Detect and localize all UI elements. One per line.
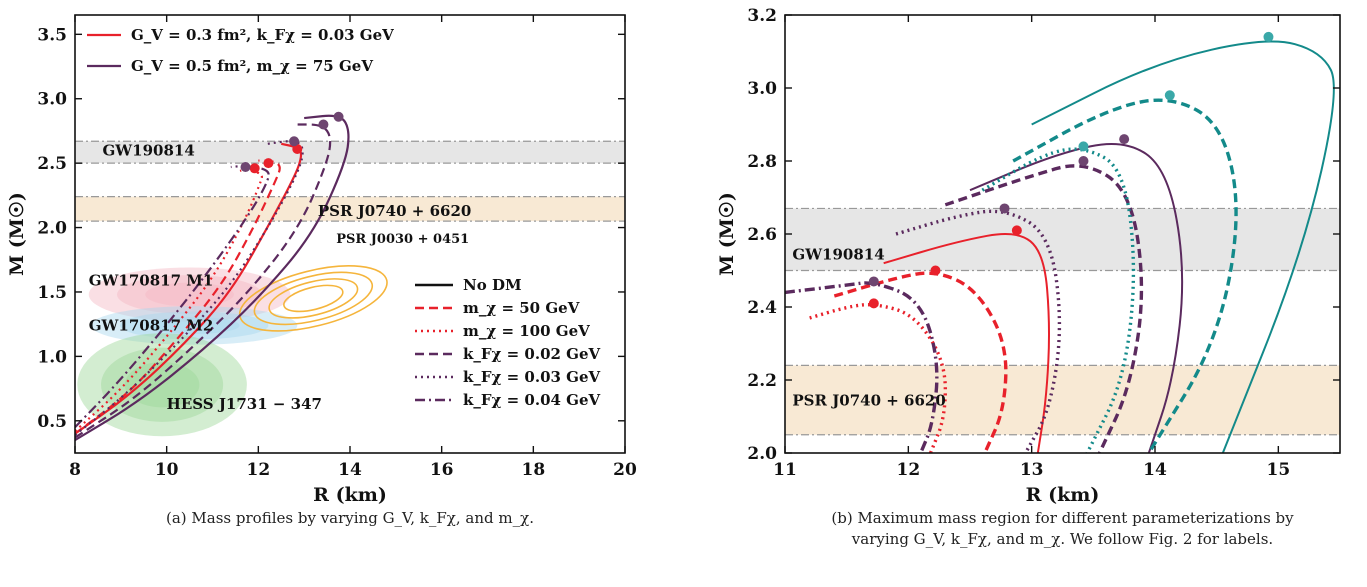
x-tick-label: 15	[1266, 460, 1290, 480]
region-label-hess: HESS J1731 − 347	[167, 395, 322, 413]
panel-a: 8 10 12 14 16 18 20 0.5 1.0 1.5 2.0 2.5 3.0 3.5 R (km)…	[6, 14, 637, 527]
y-tick-label: 1.5	[37, 283, 67, 303]
x-axis-label: R (km)	[313, 484, 387, 506]
legend-top-label-0: G_V = 0.3 fm², k_Fχ = 0.03 GeV	[131, 26, 394, 44]
max-mass-point-5	[999, 203, 1010, 214]
region-1-layer-0	[91, 306, 298, 345]
region-3-contour-3	[283, 284, 344, 313]
band-label-gw190814: GW190814	[103, 141, 195, 159]
max-mass-point-8	[1164, 90, 1175, 101]
plot-area	[75, 111, 625, 442]
y-tick-label: 3.0	[747, 79, 777, 99]
max-mass-point-5	[289, 136, 300, 147]
region-1-layer-1	[119, 311, 269, 340]
series-4-dashed	[75, 123, 332, 439]
caption-a: (a) Mass profiles by varying G_V, k_Fχ, …	[166, 509, 534, 527]
region-label-psr0030: PSR J0030 + 0451	[336, 232, 469, 247]
region-label-m2: GW170817 M2	[89, 317, 214, 335]
x-tick-label: 14	[338, 460, 362, 480]
max-mass-point-1	[263, 158, 274, 169]
max-mass-point-4	[318, 119, 329, 130]
x-tick-label: 18	[521, 460, 545, 480]
band-label-gw190814: GW190814	[792, 246, 884, 264]
series-2-dotted	[809, 303, 948, 453]
band-0	[785, 208, 1340, 271]
plot-area	[785, 31, 1340, 453]
max-mass-point-0	[292, 143, 303, 154]
series-1-dashed	[833, 271, 1008, 453]
legend-bottom-label-3: k_Fχ = 0.02 GeV	[463, 345, 601, 363]
x-tick-label: 10	[155, 460, 179, 480]
x-axis-label: R (km)	[1026, 484, 1100, 506]
max-mass-point-3	[333, 111, 344, 122]
band-1	[75, 196, 625, 222]
max-mass-point-2	[868, 298, 879, 309]
series-5-dotted	[895, 209, 1062, 453]
max-mass-point-3	[1119, 134, 1130, 145]
series-6-dashdot	[75, 165, 270, 429]
series-3-solid	[75, 114, 350, 442]
region-3-contour-2	[268, 278, 359, 319]
y-tick-label: 3.2	[747, 6, 777, 26]
x-tick-label: 11	[773, 460, 797, 480]
y-tick-label: 2.6	[747, 225, 777, 245]
y-tick-label: 3.0	[37, 90, 67, 110]
series-7-solid	[1031, 40, 1335, 453]
y-tick-label: 2.0	[747, 444, 777, 464]
series-1-dashed	[75, 159, 281, 435]
y-tick-label: 0.5	[37, 412, 67, 432]
x-tick-label: 8	[69, 460, 81, 480]
y-tick-label: 2.5	[37, 154, 67, 174]
y-tick-label: 2.4	[747, 298, 777, 318]
legend-bottom-label-1: m_χ = 50 GeV	[463, 299, 580, 317]
series-0-solid	[75, 142, 303, 435]
legend-bottom-label-2: m_χ = 100 GeV	[463, 322, 590, 340]
x-tick-label: 16	[430, 460, 454, 480]
y-axis-label: M (M☉)	[6, 192, 28, 276]
band-0	[75, 141, 625, 164]
caption-b-line-1: varying G_V, k_Fχ, and m_χ. We follow Fi…	[851, 530, 1273, 548]
max-mass-point-9	[1078, 141, 1089, 152]
series-0-solid	[883, 233, 1051, 453]
max-mass-point-0	[1011, 225, 1022, 236]
series-2-dotted	[75, 168, 263, 432]
max-mass-point-6	[240, 162, 251, 173]
series-8-dashed	[1012, 98, 1238, 453]
panel-b: 11 12 13 14 15 2.0 2.2 2.4 2.6 2.8 3.0 3.2 R (km) M (…	[716, 6, 1341, 548]
x-tick-label: 12	[246, 460, 270, 480]
band-label-psr: PSR J0740 + 6620	[792, 392, 945, 410]
y-tick-label: 2.8	[747, 152, 777, 172]
band-label-psr: PSR J0740 + 6620	[318, 202, 471, 220]
max-mass-point-6	[868, 276, 879, 287]
x-tick-label: 13	[1020, 460, 1044, 480]
x-tick-label: 14	[1143, 460, 1167, 480]
region-label-m1: GW170817 M1	[89, 272, 214, 290]
x-tick-label: 12	[896, 460, 920, 480]
legend-top-label-1: G_V = 0.5 fm², m_χ = 75 GeV	[131, 57, 373, 75]
caption-b-line-0: (b) Maximum mass region for different pa…	[831, 509, 1294, 527]
y-tick-label: 3.5	[37, 25, 67, 45]
y-tick-label: 2.2	[747, 371, 777, 391]
region-1-layer-2	[148, 316, 240, 334]
y-axis-label: M (M☉)	[716, 192, 738, 276]
x-tick-label: 20	[613, 460, 637, 480]
y-tick-label: 1.0	[37, 347, 67, 367]
region-3-contour-1	[253, 271, 374, 326]
series-3-solid	[969, 143, 1184, 453]
legend-bottom-label-5: k_Fχ = 0.04 GeV	[463, 391, 601, 409]
band-1	[785, 365, 1340, 435]
region-2-layer-0	[77, 333, 247, 437]
max-mass-point-4	[1078, 156, 1089, 166]
series-4-dashed	[944, 164, 1144, 453]
legend-bottom-label-4: k_Fχ = 0.03 GeV	[463, 368, 601, 386]
series-9-dotted	[981, 147, 1136, 453]
max-mass-point-2	[249, 163, 260, 174]
max-mass-point-7	[1263, 31, 1274, 42]
legend-bottom-label-0: No DM	[463, 276, 522, 294]
y-tick-label: 2.0	[37, 219, 67, 239]
max-mass-point-1	[930, 265, 941, 276]
